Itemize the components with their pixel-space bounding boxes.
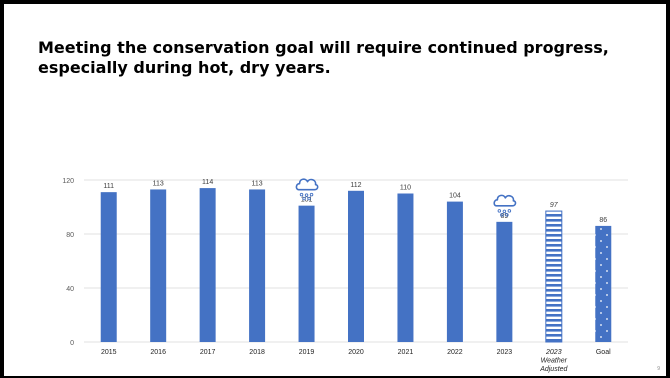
x-tick-label: Goal bbox=[596, 349, 611, 356]
x-tick-label: 2023 bbox=[497, 349, 513, 356]
slide: Meeting the conservation goal will requi… bbox=[4, 4, 666, 376]
data-label: 113 bbox=[153, 180, 164, 187]
data-label: 89 bbox=[500, 213, 508, 220]
x-tick-label: 2018 bbox=[249, 349, 265, 356]
x-tick-label: 2022 bbox=[447, 349, 463, 356]
data-label: 113 bbox=[252, 180, 263, 187]
page-number: 9 bbox=[657, 366, 660, 372]
data-labels: 111 113 114 113 101 112 110 104 89 97 86 bbox=[103, 179, 607, 224]
water-use-bar-chart: 111 113 114 113 101 112 110 104 89 97 86 0 40 80 120 2… bbox=[62, 178, 628, 373]
data-label: 112 bbox=[350, 182, 361, 189]
bar-2015 bbox=[100, 192, 117, 342]
bars bbox=[100, 188, 612, 343]
data-label: 104 bbox=[449, 193, 461, 200]
bar-2023 bbox=[496, 221, 513, 342]
data-label: 86 bbox=[599, 217, 607, 224]
x-tick-label: 2023 Weather Adjusted bbox=[539, 349, 568, 373]
x-tick-label: 2017 bbox=[200, 349, 216, 356]
x-tick-label: 2020 bbox=[348, 349, 364, 356]
bar-2022 bbox=[446, 201, 463, 342]
data-label: 110 bbox=[400, 185, 411, 192]
slide-title: Meeting the conservation goal will requi… bbox=[38, 38, 609, 77]
rain-cloud-icon bbox=[493, 194, 517, 217]
x-tick-label: 2015 bbox=[101, 349, 117, 356]
y-tick-label: 40 bbox=[66, 286, 74, 293]
bar-2018 bbox=[249, 189, 266, 342]
data-label: 97 bbox=[550, 202, 559, 209]
bar-2019 bbox=[298, 205, 315, 342]
x-tick-label: 2021 bbox=[398, 349, 414, 356]
bar-2020 bbox=[348, 190, 364, 342]
data-label: 101 bbox=[301, 197, 313, 204]
data-label: 114 bbox=[202, 179, 213, 186]
y-tick-label: 80 bbox=[66, 232, 74, 239]
x-tick-label: 2019 bbox=[299, 349, 315, 356]
bar-2016 bbox=[150, 189, 167, 342]
data-label: 111 bbox=[103, 183, 114, 190]
bar-2023-weather-adjusted bbox=[545, 210, 563, 343]
axes: 0 40 80 120 2015 2016 2017 2018 2019 2020 2021 2022… bbox=[62, 178, 611, 373]
bar-goal bbox=[595, 225, 612, 342]
bar-2017 bbox=[199, 188, 216, 342]
bar-2021 bbox=[397, 193, 414, 342]
rain-cloud-icon bbox=[295, 178, 319, 201]
y-tick-label: 120 bbox=[62, 178, 74, 185]
y-tick-label: 0 bbox=[70, 340, 74, 347]
annotation-icons bbox=[295, 178, 517, 217]
x-tick-label: 2016 bbox=[150, 349, 166, 356]
